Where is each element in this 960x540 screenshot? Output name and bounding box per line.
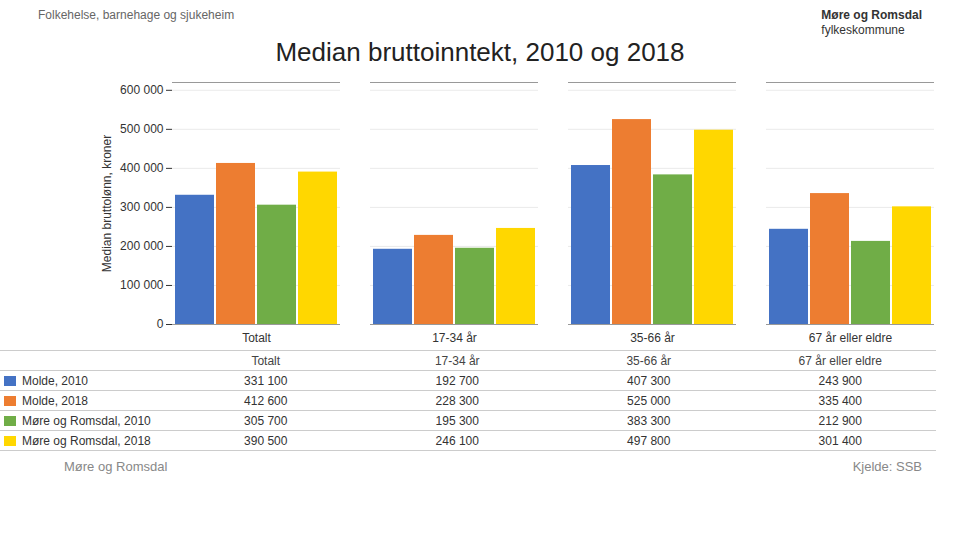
- html-text:331 100: 331 100: [244, 373, 288, 388]
- html-text:35-66 år: 35-66 år: [626, 353, 672, 368]
- html-text:Median bruttoinntekt, 2010 og: Median bruttoinntekt, 2010 og 2018: [275, 37, 685, 67]
- html-text:Molde, 2010: Molde, 2010: [22, 373, 88, 388]
- svg-text:600 000: 600 000: [120, 83, 164, 97]
- html-text:Møre og Romsdal: Møre og Romsdal: [821, 8, 922, 22]
- html-text:212 900: 212 900: [818, 413, 862, 428]
- svg-text:200 000: 200 000: [120, 239, 164, 253]
- svg-text:17-34 år: 17-34 år: [432, 331, 477, 345]
- svg-text:Median bruttolønn, kroner: Median bruttolønn, kroner: [100, 135, 114, 272]
- html-text:383 300: 383 300: [627, 413, 671, 428]
- html-text:Folkehelse, barnehage og sjuke: Folkehelse, barnehage og sjukeheim: [38, 8, 235, 22]
- svg-text:67 år eller eldre: 67 år eller eldre: [809, 331, 893, 345]
- html-text:Møre og Romsdal: Møre og Romsdal: [64, 459, 168, 474]
- svg-text:0: 0: [157, 317, 164, 331]
- html-text:246 100: 246 100: [435, 433, 479, 448]
- svg-text:300 000: 300 000: [120, 200, 164, 214]
- html-text:fylkeskommune: fylkeskommune: [821, 23, 905, 37]
- html-text:335 400: 335 400: [818, 393, 862, 408]
- html-text:301 400: 301 400: [818, 433, 862, 448]
- svg-text:500 000: 500 000: [120, 122, 164, 136]
- html-text:412 600: 412 600: [244, 393, 288, 408]
- html-text:497 800: 497 800: [627, 433, 671, 448]
- html-text:243 900: 243 900: [818, 373, 862, 388]
- html-text:Møre og Romsdal, 2018: Møre og Romsdal, 2018: [22, 433, 151, 448]
- html-text:Totalt: Totalt: [251, 353, 281, 368]
- html-text:17-34 år: 17-34 år: [434, 353, 480, 368]
- html-text:Kjelde: SSB: Kjelde: SSB: [852, 459, 922, 474]
- svg-text:400 000: 400 000: [120, 161, 164, 175]
- html-text:67 år eller eldre: 67 år eller eldre: [798, 353, 882, 368]
- html-text:525 000: 525 000: [627, 393, 671, 408]
- html-text:195 300: 195 300: [435, 413, 479, 428]
- html-text:Møre og Romsdal, 2010: Møre og Romsdal, 2010: [22, 413, 151, 428]
- svg-text:100 000: 100 000: [120, 278, 164, 292]
- html-text:192 700: 192 700: [435, 373, 479, 388]
- html-text:305 700: 305 700: [244, 413, 288, 428]
- html-text:407 300: 407 300: [627, 373, 671, 388]
- html-text:Molde, 2018: Molde, 2018: [22, 393, 88, 408]
- svg-text:35-66 år: 35-66 år: [630, 331, 675, 345]
- svg-text:Totalt: Totalt: [242, 331, 271, 345]
- html-text:228 300: 228 300: [435, 393, 479, 408]
- html-text:390 500: 390 500: [244, 433, 288, 448]
